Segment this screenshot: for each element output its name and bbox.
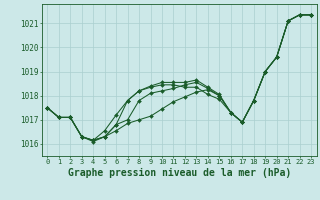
- X-axis label: Graphe pression niveau de la mer (hPa): Graphe pression niveau de la mer (hPa): [68, 168, 291, 178]
